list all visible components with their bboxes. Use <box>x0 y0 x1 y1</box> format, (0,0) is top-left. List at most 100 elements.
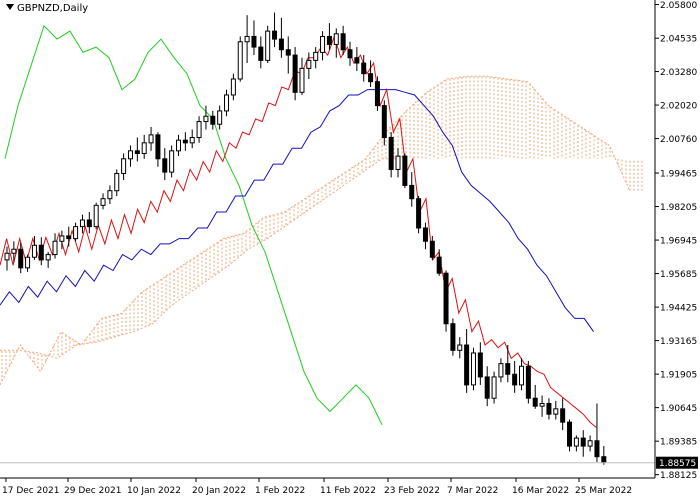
y-tick-label: 1.90645 <box>660 404 697 414</box>
candle-body-bear <box>162 158 168 173</box>
ichimoku-cloud <box>0 75 643 386</box>
candle-body-bear <box>567 421 573 447</box>
kijun-sen-line <box>0 89 595 332</box>
senkou-span-a <box>0 75 631 386</box>
x-tick-label: 29 Dec 2021 <box>64 486 122 496</box>
candle-body-bear <box>86 219 92 228</box>
y-tick-label: 2.02020 <box>660 102 697 112</box>
candle-body-bear <box>18 248 24 269</box>
y-tick-label: 1.93165 <box>660 337 697 347</box>
y-tick-label: 1.96945 <box>660 237 697 247</box>
candle-body-bear <box>532 397 538 407</box>
candle-body-bear <box>347 49 353 59</box>
candle-body-bull <box>203 115 209 123</box>
candle-body-bull <box>25 256 31 269</box>
symbol-title: GBPNZD,Daily <box>6 3 88 14</box>
candle-body-bull <box>196 121 202 139</box>
candle-body-bull <box>189 137 195 144</box>
candle-body-bull <box>127 150 133 160</box>
candle-body-bull <box>73 226 79 240</box>
candle-body-bull <box>79 219 85 228</box>
candle-body-bull <box>224 94 230 112</box>
candle-body-bear <box>368 73 374 83</box>
y-tick-label: 1.88125 <box>660 471 697 481</box>
candle-body-bear <box>340 33 346 51</box>
candle-body-bull <box>299 67 305 93</box>
candle-body-bull <box>320 35 326 53</box>
y-tick-label: 2.04535 <box>660 35 697 45</box>
y-tick-label: 1.94425 <box>660 304 697 314</box>
candle-body-bull <box>587 440 593 447</box>
candle-body-bear <box>272 30 278 40</box>
candle-body-bull <box>395 155 401 170</box>
y-tick-label: 1.91905 <box>660 371 697 381</box>
candle-body-bull <box>52 240 58 256</box>
candle-body-bull <box>313 51 319 61</box>
senkou-span-b <box>0 158 401 359</box>
x-tick-label: 23 Feb 2022 <box>384 486 440 496</box>
y-tick-label: 2.00760 <box>660 135 697 145</box>
candle-body-bull <box>114 172 120 192</box>
candle-body-bull <box>491 376 497 399</box>
candle-body-bear <box>66 235 72 240</box>
x-tick-label: 1 Feb 2022 <box>255 486 305 496</box>
candle-body-bull <box>121 158 127 174</box>
candle-body-bear <box>381 105 387 139</box>
candle-body-bear <box>594 440 600 458</box>
collapse-triangle-icon[interactable] <box>6 4 14 10</box>
candle-body-bull <box>519 365 524 386</box>
candle-body-bull <box>539 403 545 407</box>
candle-body-bull <box>93 204 99 228</box>
candle-body-bear <box>182 139 188 144</box>
tenkan-sen-line <box>0 34 597 428</box>
candle-body-bull <box>4 252 10 261</box>
candle-body-bull <box>45 254 51 261</box>
indicator-lines <box>0 24 597 428</box>
candle-body-bear <box>422 227 428 242</box>
x-tick-label: 7 Mar 2022 <box>447 486 498 496</box>
x-tick-label: 11 Feb 2022 <box>320 486 376 496</box>
current-price-label: 1.88575 <box>659 459 696 469</box>
candle-body-bull <box>306 59 312 69</box>
candle-body-bull <box>31 244 37 258</box>
y-tick-label: 1.89385 <box>660 438 697 448</box>
candle-body-bull <box>470 352 476 386</box>
candle-body-bear <box>450 323 456 351</box>
candle-body-bear <box>285 49 291 56</box>
candle-body-bear <box>477 352 483 378</box>
candle-body-bear <box>580 437 586 447</box>
candle-body-bull <box>457 344 463 351</box>
candle-body-bull <box>11 248 17 254</box>
symbol-title-text: GBPNZD,Daily <box>17 3 89 14</box>
candle-body-bear <box>402 155 408 186</box>
y-tick-label: 1.98205 <box>660 203 697 213</box>
candle-body-bear <box>251 35 257 48</box>
candle-body-bear <box>155 134 161 160</box>
candle-body-bull <box>573 437 579 447</box>
y-tick-label: 2.05800 <box>660 1 697 11</box>
y-tick-label: 1.99465 <box>660 170 697 180</box>
candle-body-bull <box>169 150 175 173</box>
candle-body-bear <box>416 198 422 229</box>
candle-body-bull <box>217 110 223 125</box>
candle-body-bear <box>429 240 435 258</box>
y-tick-label: 1.95685 <box>660 270 697 280</box>
candle-body-bear <box>388 137 394 170</box>
candle-body-bear <box>436 256 442 274</box>
current-price-box <box>656 456 698 469</box>
x-tick-label: 17 Dec 2021 <box>2 486 60 496</box>
candle-body-bull <box>498 363 504 378</box>
candle-body-bull <box>333 33 339 45</box>
candle-body-bull <box>100 198 106 206</box>
y-tick-label: 2.03280 <box>660 68 697 78</box>
candle-body-bear <box>292 54 298 93</box>
candle-body-bull <box>148 134 154 144</box>
candle-body-bear <box>505 363 511 375</box>
candle-body-bear <box>326 35 332 45</box>
candle-body-bear <box>601 456 607 463</box>
candle-body-bear <box>512 373 518 386</box>
